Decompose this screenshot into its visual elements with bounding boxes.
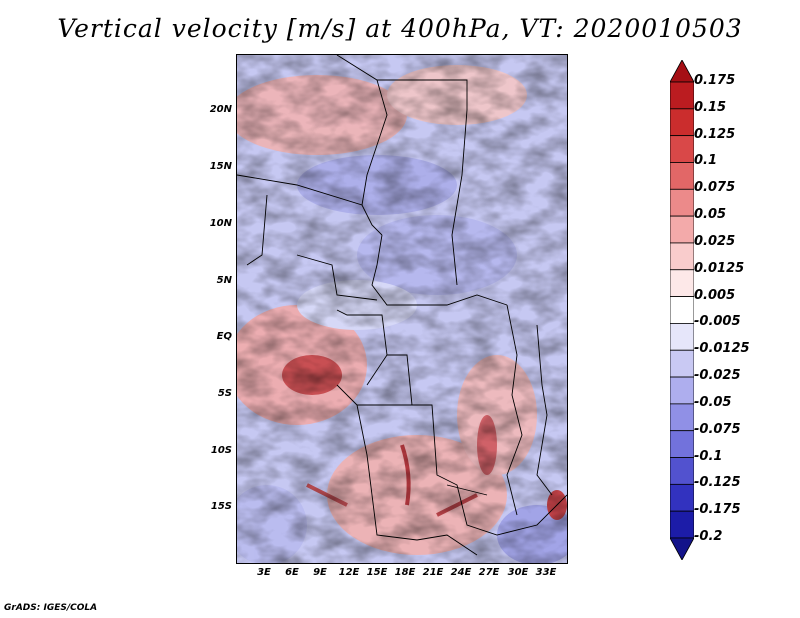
colorbar-label: 0.05 (694, 207, 727, 223)
vertical-velocity-field (236, 54, 568, 564)
colorbar-bin (670, 349, 694, 378)
colorbar-label: -0.025 (694, 368, 741, 384)
colorbar-bin (670, 510, 694, 539)
colorbar-label: 0.005 (694, 287, 736, 303)
lon-tick-12e: 12E (338, 567, 360, 578)
colorbar-bin (670, 403, 694, 432)
colorbar-bin (670, 135, 694, 163)
colorbar-label: -0.125 (694, 475, 741, 491)
colorbar-bottom-triangle (670, 537, 694, 560)
lat-tick-5s: 5S (217, 388, 232, 399)
colorbar-bin (670, 108, 694, 137)
lon-tick-6e: 6E (285, 567, 299, 578)
colorbar-bin (670, 242, 694, 271)
colorbar-bin (670, 430, 694, 458)
colorbar-label: -0.2 (694, 529, 723, 544)
grads-credit: GrADS: IGES/COLA (4, 603, 98, 613)
lon-tick-15e: 15E (366, 567, 388, 578)
colorbar-label: -0.1 (694, 448, 723, 464)
colorbar-bin (670, 188, 694, 217)
lon-tick-24e: 24E (450, 567, 472, 578)
colorbar-bin (670, 162, 694, 190)
colorbar-top-triangle (670, 60, 694, 83)
colorbar-label: -0.175 (694, 502, 741, 518)
colorbar-bin (670, 269, 694, 297)
colorbar-label: -0.0125 (694, 341, 750, 357)
lat-tick-5n: 5N (216, 275, 232, 286)
colorbar-label: 0.1 (694, 153, 718, 169)
lon-tick-9e: 9E (313, 567, 327, 578)
lat-tick-15s: 15S (210, 501, 232, 512)
lon-tick-27e: 27E (478, 567, 500, 578)
colorbar-label: -0.005 (694, 314, 741, 330)
colorbar-label: 0.125 (694, 126, 736, 142)
lon-tick-21e: 21E (422, 567, 444, 578)
lon-tick-30e: 30E (507, 567, 529, 578)
colorbar-bin (670, 457, 694, 485)
colorbar (670, 60, 694, 560)
colorbar-label: -0.05 (694, 394, 732, 410)
lon-tick-3e: 3E (257, 567, 271, 578)
colorbar-label: 0.175 (694, 73, 736, 88)
lat-tick-10n: 10N (209, 218, 232, 229)
lon-tick-33e: 33E (535, 567, 557, 578)
colorbar-bin (670, 376, 694, 405)
lat-tick-20n: 20N (209, 104, 232, 115)
colorbar-bin (670, 483, 694, 512)
colorbar-bin (670, 323, 694, 351)
colorbar-label: 0.025 (694, 233, 736, 249)
map-title: Vertical velocity [m/s] at 400hPa, VT: 2… (57, 14, 743, 43)
lon-tick-18e: 18E (394, 567, 416, 578)
colorbar-bin (670, 215, 694, 244)
colorbar-label: 0.15 (694, 99, 727, 115)
colorbar-label: 0.0125 (694, 260, 745, 276)
lat-tick-10s: 10S (210, 445, 232, 456)
lat-tick-eq: EQ (216, 331, 232, 342)
lat-tick-15n: 15N (209, 161, 232, 172)
colorbar-bin (670, 296, 694, 324)
colorbar-bin (670, 81, 694, 110)
colorbar-label: -0.075 (694, 421, 741, 437)
colorbar-label: 0.075 (694, 180, 736, 196)
